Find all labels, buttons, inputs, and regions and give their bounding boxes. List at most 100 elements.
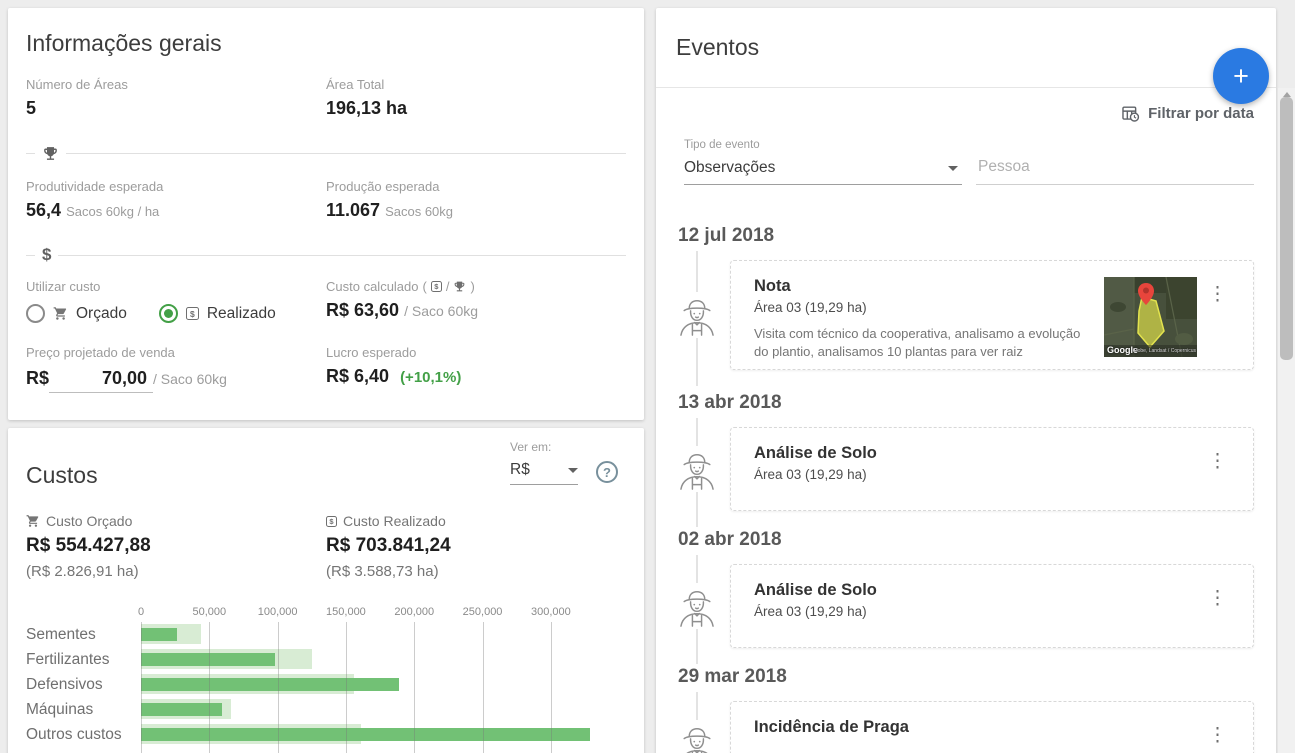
- total-area-value: 196,13 ha: [326, 98, 408, 118]
- event-date: 02 abr 2018: [678, 529, 782, 550]
- radio-budgeted[interactable]: [26, 304, 45, 323]
- realized-bar: [141, 678, 400, 691]
- farmer-icon: [674, 720, 720, 753]
- category-label: Fertilizantes: [26, 651, 110, 668]
- cost-divider: $: [26, 245, 626, 265]
- event-type-select[interactable]: Observações: [684, 151, 962, 185]
- help-icon[interactable]: ?: [596, 461, 618, 483]
- map-attribution: Globe, Landsat / Copernicus: [1132, 348, 1196, 354]
- total-area-label: Área Total: [326, 77, 385, 92]
- x-tick-label: 300,000: [530, 606, 571, 618]
- realized-bar: [141, 703, 222, 716]
- radio-realized[interactable]: [158, 304, 178, 323]
- dollar-icon: $: [42, 245, 52, 264]
- event-subtitle: Área 03 (19,29 ha): [754, 604, 867, 619]
- events-header: Eventos +: [656, 8, 1276, 104]
- event-group: 12 jul 2018 Nota Área 03 (19,29 ha) Visi…: [674, 225, 1254, 386]
- general-info-card: Informações gerais Número de Áreas 5 Áre…: [8, 8, 644, 420]
- farmer-icon: [674, 446, 720, 492]
- event-subtitle: Área 03 (19,29 ha): [754, 467, 867, 482]
- cost-chart-ticks: 0 50,000 100,000 150,000 200,000 250,000 300,0…: [137, 606, 626, 622]
- realized-cost-label: Custo Realizado: [343, 513, 446, 529]
- realized-bar: [141, 653, 275, 666]
- num-areas-value: 5: [26, 98, 37, 118]
- price-input[interactable]: [49, 368, 154, 393]
- money-icon-small: $: [430, 281, 442, 292]
- cost-chart-categories: Sementes Fertilizantes Defensivos Máquinas O…: [26, 606, 141, 753]
- event-title: Análise de Solo: [754, 444, 877, 462]
- scrollbar-thumb[interactable]: [1280, 97, 1293, 360]
- productivity-value: 56,4: [26, 200, 62, 220]
- productivity-label: Produtividade esperada: [26, 179, 164, 194]
- currency-select-value: R$: [510, 461, 530, 478]
- x-tick-label: 0: [137, 606, 145, 618]
- event-date: 12 jul 2018: [678, 225, 775, 246]
- more-options-icon[interactable]: ⋮: [1208, 725, 1227, 746]
- timeline-rail: [674, 555, 730, 664]
- category-label: Outros custos: [26, 726, 122, 743]
- calc-cost-paren-close: ): [470, 279, 475, 294]
- radio-budgeted-label[interactable]: Orçado: [76, 304, 127, 322]
- profit-label: Lucro esperado: [326, 345, 417, 360]
- chevron-down-icon: [948, 165, 958, 171]
- scroll-up-arrow[interactable]: [1278, 88, 1295, 101]
- category-label: Defensivos: [26, 676, 103, 693]
- triangle-up-icon: [1282, 92, 1291, 97]
- x-tick-label: 150,000: [326, 606, 366, 618]
- trophy-icon-small: [453, 280, 466, 293]
- radio-realized-label[interactable]: Realizado: [206, 304, 276, 322]
- bar-row: [141, 672, 626, 697]
- cart-icon: [26, 514, 40, 528]
- event-date: 13 abr 2018: [678, 392, 782, 413]
- category-label: Máquinas: [26, 701, 94, 718]
- budgeted-cost-label: Custo Orçado: [46, 513, 133, 529]
- google-watermark: Google: [1107, 345, 1138, 355]
- person-filter-input[interactable]: [976, 150, 1254, 185]
- calc-cost-label: Custo calculado: [326, 279, 419, 294]
- bar-row: [141, 697, 626, 722]
- realized-cost-per-ha: (R$ 3.588,73 ha): [326, 563, 439, 580]
- price-label: Preço projetado de venda: [26, 345, 175, 360]
- satellite-map: [1104, 277, 1197, 357]
- events-title: Eventos: [676, 34, 760, 60]
- realized-bar: [141, 628, 177, 641]
- currency-select[interactable]: R$: [510, 461, 578, 485]
- num-areas-label: Número de Áreas: [26, 77, 128, 92]
- x-tick-label: 100,000: [257, 606, 298, 618]
- filter-by-date-link[interactable]: Filtrar por data: [1148, 105, 1254, 122]
- bar-row: [141, 722, 626, 747]
- general-info-title: Informações gerais: [26, 30, 222, 56]
- event-map-thumbnail[interactable]: Google Globe, Landsat / Copernicus: [1104, 277, 1197, 357]
- more-options-icon[interactable]: ⋮: [1208, 588, 1227, 609]
- x-tick-label: 50,000: [192, 606, 227, 618]
- calc-cost-paren-open: (: [422, 279, 427, 294]
- trophy-icon: [42, 145, 59, 162]
- view-in-label: Ver em:: [510, 440, 552, 454]
- event-date: 29 mar 2018: [678, 666, 787, 687]
- cost-chart-rows: [141, 622, 626, 747]
- productivity-unit: Sacos 60kg / ha: [66, 204, 160, 219]
- event-title: Nota: [754, 277, 791, 295]
- budgeted-cost-per-ha: (R$ 2.826,91 ha): [26, 563, 139, 580]
- timeline-rail: [674, 251, 730, 386]
- event-card[interactable]: Nota Área 03 (19,29 ha) Visita com técni…: [730, 260, 1254, 370]
- add-event-button[interactable]: +: [1213, 48, 1269, 104]
- price-unit: / Saco 60kg: [153, 371, 227, 387]
- x-tick-label: 200,000: [394, 606, 435, 618]
- event-card[interactable]: Incidência de Praga ⋮: [730, 701, 1254, 753]
- money-icon: $: [326, 515, 337, 527]
- category-label: Sementes: [26, 626, 96, 643]
- event-type-value: Observações: [684, 159, 776, 176]
- cart-icon: [53, 306, 68, 321]
- x-tick-label: 250,000: [462, 606, 503, 618]
- timeline-rail: [674, 692, 730, 753]
- event-card[interactable]: Análise de Solo Área 03 (19,29 ha) ⋮: [730, 427, 1254, 511]
- more-options-icon[interactable]: ⋮: [1208, 451, 1227, 472]
- event-card[interactable]: Análise de Solo Área 03 (19,29 ha) ⋮: [730, 564, 1254, 648]
- event-group: 29 mar 2018 Incidência de Praga ⋮: [674, 666, 1254, 753]
- money-icon: $: [185, 307, 199, 320]
- calc-cost-unit: / Saco 60kg: [404, 303, 479, 319]
- events-scrollbar[interactable]: [1278, 88, 1295, 753]
- more-options-icon[interactable]: ⋮: [1208, 284, 1227, 305]
- bar-row: [141, 622, 626, 647]
